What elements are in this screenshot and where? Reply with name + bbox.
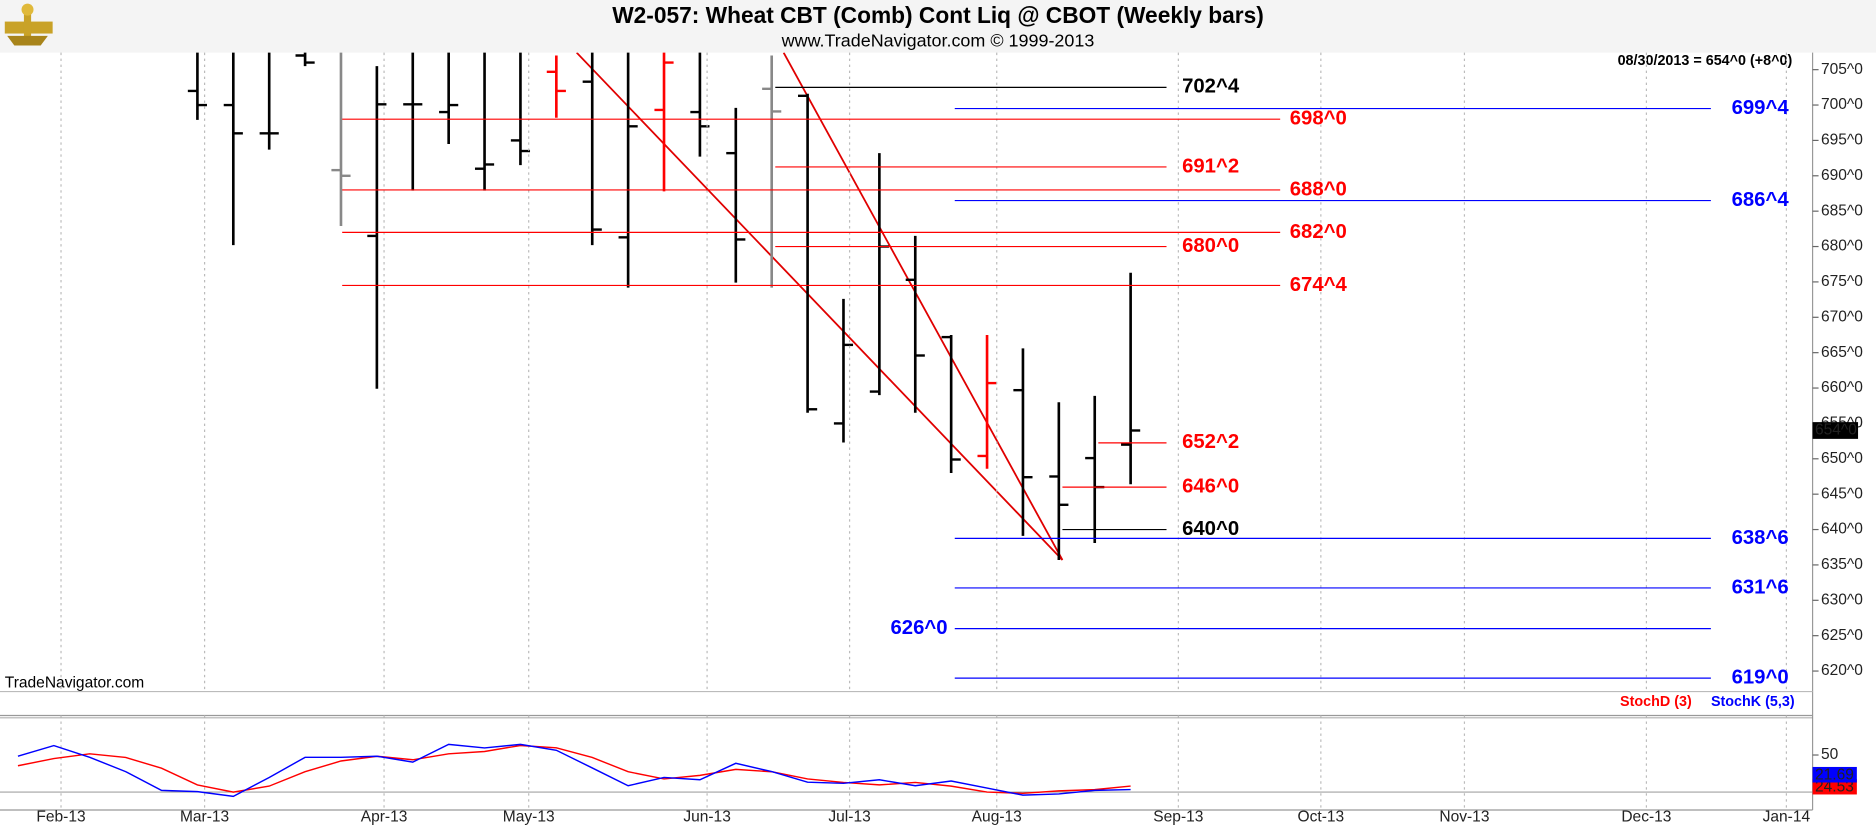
y-tick-label: 700^0 bbox=[1821, 96, 1863, 113]
level-label: 631^6 bbox=[1732, 576, 1789, 598]
bars bbox=[187, 52, 1141, 560]
y-tick-label: 695^0 bbox=[1821, 132, 1863, 149]
header-band bbox=[0, 0, 1876, 53]
trendlines bbox=[576, 52, 1064, 561]
stoch-line bbox=[17, 743, 1131, 798]
x-tick-label: Aug-13 bbox=[972, 808, 1022, 825]
y-tick-label: 620^0 bbox=[1821, 662, 1863, 679]
chart-title: W2-057: Wheat CBT (Comb) Cont Liq @ CBOT… bbox=[612, 2, 1264, 28]
trendline bbox=[576, 52, 1064, 561]
x-tick-label: May-13 bbox=[503, 808, 555, 825]
x-tick-label: Apr-13 bbox=[361, 808, 408, 825]
level-label: 688^0 bbox=[1290, 178, 1347, 200]
level-label: 702^4 bbox=[1182, 76, 1240, 98]
last-value-label: 21.69 bbox=[1815, 766, 1854, 783]
last-price-label: 654^0 bbox=[1815, 422, 1857, 439]
y-tick-label: 50 bbox=[1821, 746, 1839, 763]
legend-entry: StochD (3) bbox=[1620, 694, 1692, 710]
y-tick-label: 635^0 bbox=[1821, 556, 1863, 573]
y-tick-label: 680^0 bbox=[1821, 238, 1863, 255]
x-tick-label: Mar-13 bbox=[180, 808, 229, 825]
quote: 08/30/2013 = 654^0 (+8^0) bbox=[1618, 53, 1793, 69]
y-tick-label: 650^0 bbox=[1821, 450, 1863, 467]
y-tick-label: 660^0 bbox=[1821, 379, 1863, 396]
trendline bbox=[782, 52, 1064, 561]
logo bbox=[4, 3, 53, 46]
level-label: 652^2 bbox=[1182, 431, 1239, 453]
level-label: 646^0 bbox=[1182, 475, 1239, 497]
y-tick-label: 640^0 bbox=[1821, 521, 1863, 538]
level-label: 682^0 bbox=[1290, 221, 1347, 243]
x-tick-label: Oct-13 bbox=[1298, 808, 1345, 825]
y-tick-label: 630^0 bbox=[1821, 591, 1863, 608]
level-label: 640^0 bbox=[1182, 518, 1239, 540]
last-price-box bbox=[1812, 422, 1859, 439]
stoch-line bbox=[17, 744, 1131, 795]
y-tick-label: 645^0 bbox=[1821, 485, 1863, 502]
level-label: 619^0 bbox=[1732, 667, 1789, 689]
level-label: 626^0 bbox=[890, 617, 947, 639]
x-tick-label: Jul-13 bbox=[828, 808, 870, 825]
level-label: 698^0 bbox=[1290, 108, 1347, 130]
y-tick-label: 675^0 bbox=[1821, 273, 1863, 290]
x-tick-label: Jun-13 bbox=[683, 808, 731, 825]
y-tick-label: 670^0 bbox=[1821, 308, 1863, 325]
y-tick-label: 625^0 bbox=[1821, 627, 1863, 644]
last-value-box bbox=[1812, 766, 1857, 783]
level-label: 699^4 bbox=[1732, 97, 1790, 119]
x-tick-label: Dec-13 bbox=[1621, 808, 1671, 825]
x-tick-label: Sep-13 bbox=[1153, 808, 1203, 825]
level-label: 691^2 bbox=[1182, 155, 1239, 177]
legend-entry: StochK (5,3) bbox=[1711, 694, 1795, 710]
watermark: TradeNavigator.com bbox=[5, 674, 144, 691]
level-label: 680^0 bbox=[1182, 235, 1239, 257]
y-tick-label: 685^0 bbox=[1821, 202, 1863, 219]
x-tick-label: Jan-14 bbox=[1763, 808, 1811, 825]
level-label: 686^4 bbox=[1732, 189, 1790, 211]
last-value-box bbox=[1812, 778, 1857, 795]
last-value-label: 24.53 bbox=[1815, 778, 1854, 795]
y-tick-label: 690^0 bbox=[1821, 167, 1863, 184]
y-tick-label: 665^0 bbox=[1821, 344, 1863, 361]
level-label: 638^6 bbox=[1732, 527, 1789, 549]
y-tick-label: 705^0 bbox=[1821, 61, 1863, 78]
x-tick-label: Feb-13 bbox=[36, 808, 85, 825]
level-label: 674^4 bbox=[1290, 274, 1348, 296]
x-tick-label: Nov-13 bbox=[1439, 808, 1489, 825]
subtitle: www.TradeNavigator.com © 1999-2013 bbox=[781, 31, 1095, 51]
